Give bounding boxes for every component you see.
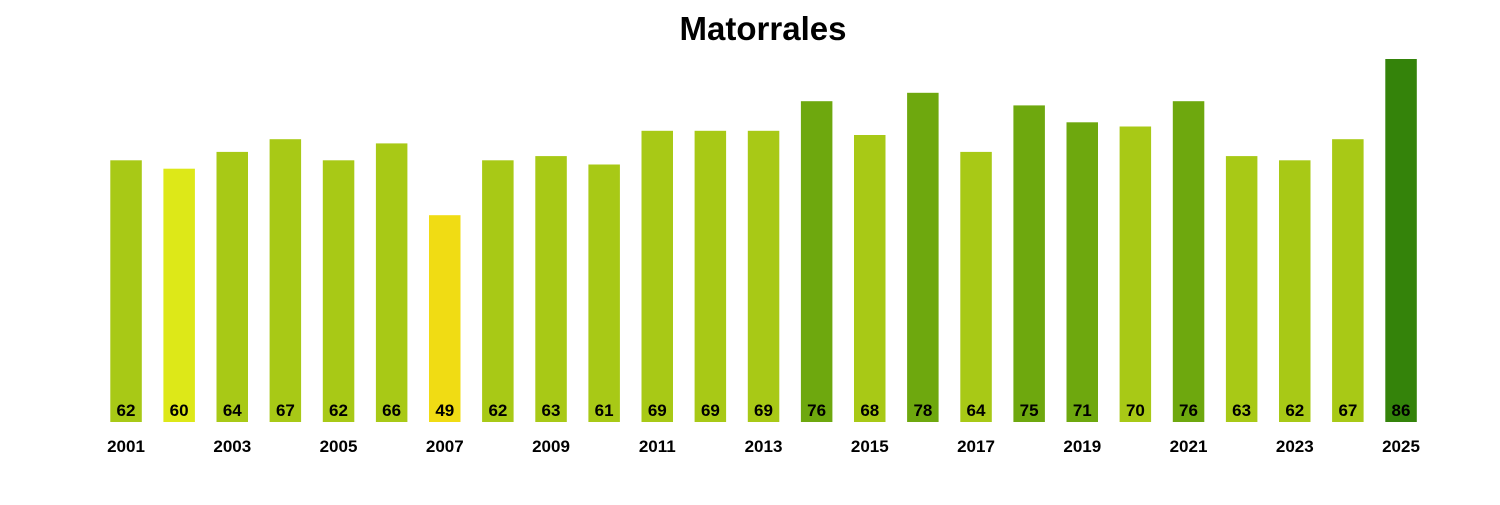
data-label-2010: 61 <box>595 401 614 420</box>
data-label-2022: 63 <box>1232 401 1251 420</box>
bar-2001 <box>110 160 142 423</box>
bar-2013 <box>747 130 780 423</box>
bar-2004 <box>269 139 302 422</box>
x-tick-label-2015: 2015 <box>851 437 889 456</box>
x-tick-label-2009: 2009 <box>532 437 570 456</box>
bar-2023 <box>1279 160 1311 423</box>
data-label-2008: 62 <box>488 401 507 420</box>
x-tick-label-2017: 2017 <box>957 437 995 456</box>
x-tick-label-2003: 2003 <box>213 437 251 456</box>
x-tick-label-2007: 2007 <box>426 437 464 456</box>
bar-2005 <box>322 160 355 423</box>
bar-2018 <box>1013 105 1045 423</box>
x-tick-label-2023: 2023 <box>1276 437 1314 456</box>
bar-2003 <box>216 151 248 422</box>
bar-2016 <box>907 92 939 423</box>
bar-2006 <box>375 143 408 422</box>
bar-2011 <box>641 130 673 423</box>
chart-title: Matorrales <box>679 10 847 47</box>
x-tick-label-2011: 2011 <box>639 437 676 456</box>
data-label-2017: 64 <box>967 401 986 420</box>
data-label-2006: 66 <box>382 401 401 420</box>
data-label-2005: 62 <box>329 401 348 420</box>
data-label-2011: 69 <box>648 401 667 420</box>
bar-2015 <box>854 135 886 422</box>
bar-2008 <box>482 160 514 423</box>
data-label-2002: 60 <box>170 401 189 420</box>
x-tick-label-2021: 2021 <box>1170 437 1208 456</box>
data-label-2025: 86 <box>1392 401 1411 420</box>
data-label-2016: 78 <box>913 401 932 420</box>
bar-2019 <box>1066 122 1098 423</box>
data-label-2004: 67 <box>276 401 295 420</box>
data-label-2013: 69 <box>754 401 773 420</box>
bar-2002 <box>163 168 195 422</box>
bar-2025 <box>1385 59 1417 422</box>
data-label-2024: 67 <box>1338 401 1357 420</box>
data-label-2020: 70 <box>1126 401 1145 420</box>
data-label-2001: 62 <box>117 401 136 420</box>
bar-2012 <box>694 130 727 423</box>
x-tick-label-2001: 2001 <box>107 437 145 456</box>
data-label-2009: 63 <box>542 401 561 420</box>
data-label-2003: 64 <box>223 401 242 420</box>
data-label-2021: 76 <box>1179 401 1198 420</box>
x-tick-label-2013: 2013 <box>745 437 783 456</box>
bar-2007 <box>429 215 461 422</box>
data-label-2023: 62 <box>1285 401 1304 420</box>
data-label-2019: 71 <box>1073 401 1092 420</box>
bar-2010 <box>588 164 620 422</box>
data-label-2015: 68 <box>860 401 879 420</box>
bar-2021 <box>1172 101 1205 422</box>
bar-2009 <box>535 156 567 422</box>
data-label-2012: 69 <box>701 401 720 420</box>
data-label-2018: 75 <box>1020 401 1039 420</box>
bar-2014 <box>800 101 833 422</box>
bar-2022 <box>1225 156 1258 422</box>
bar-2020 <box>1119 126 1152 422</box>
bar-2024 <box>1332 139 1364 422</box>
x-tick-label-2025: 2025 <box>1382 437 1420 456</box>
data-label-2014: 76 <box>807 401 826 420</box>
x-tick-label-2005: 2005 <box>320 437 358 456</box>
x-tick-label-2019: 2019 <box>1063 437 1101 456</box>
data-label-2007: 49 <box>435 401 454 420</box>
bar-2017 <box>960 151 992 422</box>
